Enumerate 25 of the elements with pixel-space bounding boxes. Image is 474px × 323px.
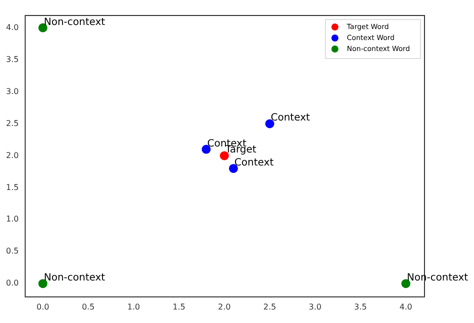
y-tick-label: 0.5: [6, 246, 19, 256]
point: [38, 279, 48, 288]
x-tick-label: 1.5: [172, 302, 186, 312]
x-tick-label: 3.0: [308, 302, 322, 312]
y-tick-label: 4.0: [6, 22, 19, 32]
point: [265, 119, 274, 128]
annotation: Non-context: [44, 272, 106, 284]
y-tick-label: 3.5: [6, 54, 19, 64]
y-tick-label: 1.0: [6, 214, 19, 224]
y-tick-label: 2.0: [6, 150, 19, 160]
x-tick-label: 2.0: [218, 302, 231, 312]
y-tick-label: 3.0: [6, 86, 19, 96]
x-tick-label: 1.0: [127, 302, 140, 312]
annotation: Non-context: [44, 16, 106, 28]
y-tick-label: 0.0: [6, 278, 19, 288]
annotation: Context: [234, 157, 274, 168]
x-tick-label: 3.5: [354, 302, 367, 312]
point: [401, 279, 410, 288]
x-tick-label: 0.5: [82, 302, 95, 312]
y-tick-label: 2.5: [6, 118, 19, 128]
x-tick-label: 4.0: [399, 302, 412, 312]
x-tick-label: 0.0: [36, 302, 50, 312]
x-tick-label: 2.5: [263, 302, 276, 312]
y-tick-label: 1.5: [6, 182, 19, 192]
annotation: Context: [270, 112, 310, 124]
